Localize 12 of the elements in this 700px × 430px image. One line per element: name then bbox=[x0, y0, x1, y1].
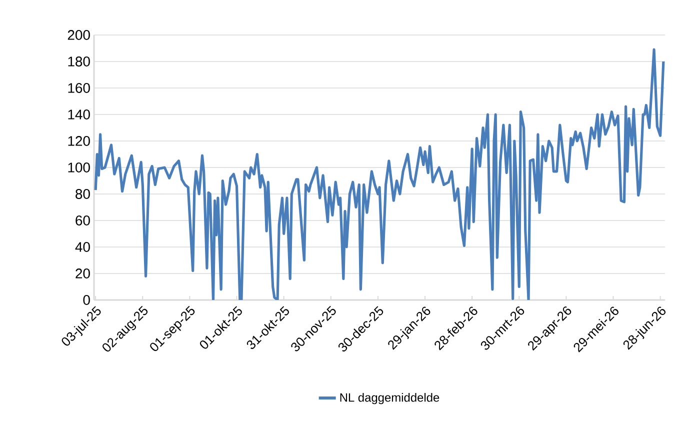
legend-label: NL daggemiddelde bbox=[340, 392, 440, 404]
y-tick-label: 20 bbox=[76, 268, 90, 278]
y-tick-label: 40 bbox=[75, 242, 90, 252]
y-tick-label: 0 bbox=[83, 295, 90, 305]
y-tick-label: 120 bbox=[68, 136, 90, 146]
y-tick-label: 180 bbox=[68, 56, 90, 66]
y-tick-label: 140 bbox=[68, 110, 90, 120]
y-tick-label: 160 bbox=[68, 83, 90, 93]
y-tick-label: 200 bbox=[68, 30, 90, 40]
y-tick-label: 80 bbox=[76, 189, 90, 199]
y-tick-label: 100 bbox=[68, 162, 90, 172]
y-tick-label: 60 bbox=[76, 216, 90, 226]
